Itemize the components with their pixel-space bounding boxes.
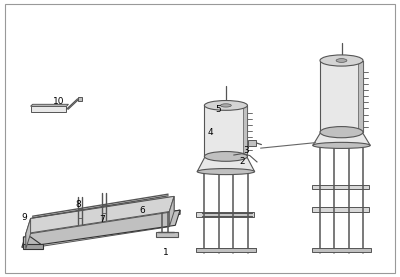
Bar [156,232,178,237]
Ellipse shape [320,127,363,138]
Text: 6: 6 [139,206,145,215]
Ellipse shape [204,101,248,110]
Ellipse shape [336,59,347,62]
Bar [312,248,372,252]
Bar [312,185,370,189]
Bar [196,248,256,252]
Polygon shape [30,104,68,106]
Polygon shape [30,206,174,234]
Bar [312,207,370,212]
Text: 5: 5 [215,105,221,114]
Text: 10: 10 [53,97,64,106]
Bar [24,244,43,249]
Polygon shape [320,60,363,132]
Ellipse shape [320,55,363,66]
Text: 7: 7 [100,215,105,224]
Text: 4: 4 [207,129,213,137]
Text: 9: 9 [21,212,27,222]
Text: 1: 1 [163,248,169,257]
Bar [196,212,254,217]
Polygon shape [313,132,370,145]
Polygon shape [243,106,248,157]
Polygon shape [24,237,41,245]
Polygon shape [26,219,30,249]
Text: 3: 3 [243,147,249,155]
Polygon shape [30,106,66,112]
Ellipse shape [321,130,362,135]
Polygon shape [27,210,180,236]
Polygon shape [26,212,169,249]
Text: 2: 2 [239,157,245,166]
Polygon shape [204,106,248,157]
Ellipse shape [220,104,231,107]
Polygon shape [26,196,174,234]
Polygon shape [197,157,255,171]
Bar [78,97,82,101]
Polygon shape [30,196,174,227]
Bar [248,140,256,146]
Polygon shape [22,210,180,247]
Ellipse shape [204,152,248,161]
Polygon shape [169,196,174,227]
Ellipse shape [205,154,247,159]
Ellipse shape [313,142,370,148]
Polygon shape [358,60,363,132]
Ellipse shape [197,168,255,175]
Text: 8: 8 [76,200,81,209]
